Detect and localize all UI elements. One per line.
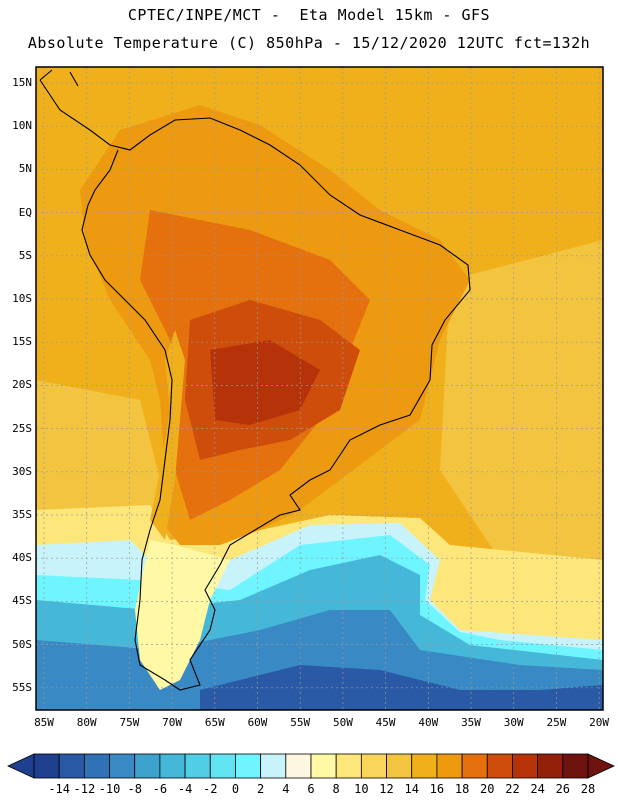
colorbar-swatch <box>159 753 186 779</box>
colorbar-label: 28 <box>580 782 596 796</box>
colorbar-swatch <box>537 753 564 779</box>
lon-label: 20W <box>589 716 610 729</box>
colorbar-swatch <box>58 753 85 779</box>
lon-label: 65W <box>204 716 225 729</box>
colorbar-label: -4 <box>177 782 193 796</box>
temperature-field <box>36 67 603 710</box>
colorbar-label: 12 <box>379 782 394 796</box>
lat-label: 50S <box>12 637 32 651</box>
colorbar-label: -2 <box>203 782 218 796</box>
colorbar-label: 14 <box>404 782 419 796</box>
colorbar-swatch <box>235 753 262 779</box>
colorbar-label: -8 <box>127 782 142 796</box>
colorbar-swatch <box>461 753 488 779</box>
lat-label: 10N <box>12 119 32 133</box>
colorbar-swatch <box>360 753 387 779</box>
colorbar-swatch <box>310 753 337 779</box>
hottest-region <box>210 340 320 425</box>
andes-ridge <box>150 330 185 540</box>
colorbar-swatch <box>386 753 413 779</box>
coastline <box>39 69 471 691</box>
colorbar-label: -6 <box>152 782 168 796</box>
colorbar-label: -12 <box>73 782 96 796</box>
colorbar-label: 26 <box>555 782 571 796</box>
lat-label: 15S <box>12 335 32 349</box>
lon-label: 70W <box>162 716 183 729</box>
colorbar-right-arrow <box>587 753 615 779</box>
colorbar-swatch <box>562 753 589 779</box>
lat-label: 5S <box>18 248 32 262</box>
colorbar-label: 24 <box>530 782 545 796</box>
lat-label: 40S <box>12 551 32 565</box>
title-line-2: Absolute Temperature (C) 850hPa - 15/12/… <box>27 34 591 52</box>
colorbar-label: 10 <box>354 782 369 796</box>
colorbar-swatch <box>411 753 438 779</box>
lon-label: 30W <box>503 716 524 729</box>
colorbar <box>7 753 615 779</box>
grid-lines <box>36 67 603 710</box>
lat-label: 25S <box>12 421 32 435</box>
colorbar-label: 0 <box>231 782 240 796</box>
colorbar-label: -14 <box>48 782 71 796</box>
lon-label: 45W <box>375 716 396 729</box>
colorbar-swatch <box>184 753 211 779</box>
colorbar-swatch <box>512 753 539 779</box>
colorbar-label: 20 <box>480 782 495 796</box>
lat-label: 10S <box>12 292 32 305</box>
colorbar-swatch <box>436 753 463 779</box>
colorbar-label: 22 <box>505 782 520 796</box>
lat-label: 5N <box>18 162 32 176</box>
colorbar-swatch <box>260 753 287 779</box>
colorbar-swatch <box>209 753 236 779</box>
map-frame <box>35 66 604 711</box>
east-atlantic-region <box>440 240 603 560</box>
colorbar-label: 2 <box>257 782 265 796</box>
colorbar-label: 6 <box>307 782 315 796</box>
very-cold-band <box>36 610 603 710</box>
lat-label: 55S <box>12 680 32 694</box>
colorbar-swatch <box>486 753 513 779</box>
lon-label: 50W <box>332 716 353 729</box>
lon-label: 80W <box>76 716 97 729</box>
lat-label: 20S <box>12 378 32 392</box>
colorbar-label: 16 <box>429 782 445 796</box>
lat-label: 35S <box>12 508 32 521</box>
lon-label: 60W <box>247 716 268 729</box>
lon-label: 75W <box>119 716 140 729</box>
pacific-region <box>36 380 160 520</box>
colorbar-left-arrow <box>7 753 35 779</box>
lon-label: 40W <box>418 716 439 729</box>
lon-label: 25W <box>546 716 567 729</box>
colorbar-swatch <box>134 753 161 779</box>
lon-label: 85W <box>34 716 54 729</box>
colorbar-label: -10 <box>98 782 121 796</box>
colorbar-label: 18 <box>454 782 470 796</box>
lon-label: 55W <box>290 716 311 729</box>
lon-label: 35W <box>461 716 481 729</box>
colorbar-swatch <box>109 753 136 779</box>
lat-label: 15N <box>12 76 32 89</box>
colorbar-swatch <box>285 753 312 779</box>
lat-label: EQ <box>18 205 32 219</box>
title-line-1: CPTEC/INPE/MCT - Eta Model 15km - GFS <box>127 6 491 24</box>
lat-label: 30S <box>12 464 32 478</box>
colorbar-swatch <box>83 753 110 779</box>
colorbar-label: 8 <box>332 782 340 796</box>
colorbar-swatch <box>33 753 60 779</box>
patagonia-region <box>135 540 230 690</box>
colorbar-swatch <box>335 753 362 779</box>
lat-label: 45S <box>12 594 32 608</box>
colorbar-label: 4 <box>282 782 290 796</box>
